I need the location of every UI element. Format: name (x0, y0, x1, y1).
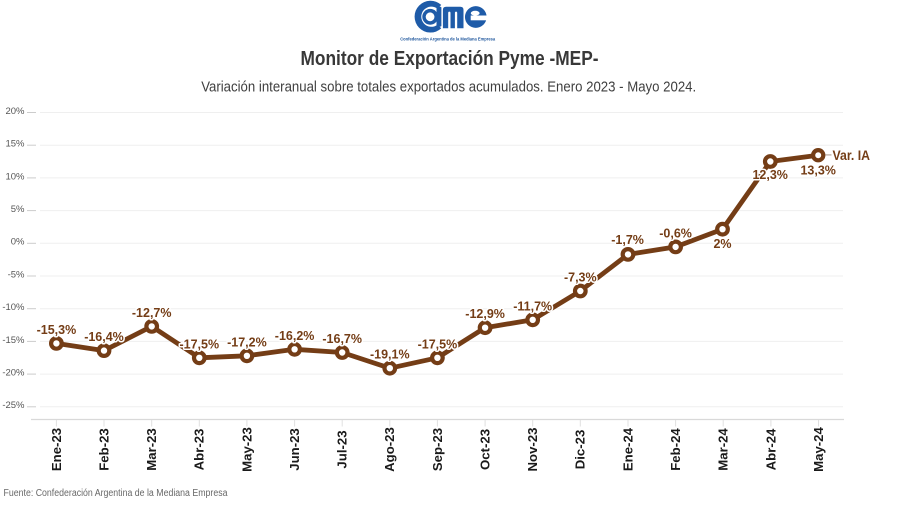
svg-text:-10%: -10% (2, 302, 25, 313)
svg-text:-17,5%: -17,5% (418, 337, 458, 351)
svg-text:Confederación Argentina de la: Confederación Argentina de la Mediana Em… (400, 36, 495, 41)
svg-text:-1,7%: -1,7% (611, 233, 644, 247)
svg-text:-12,7%: -12,7% (132, 306, 172, 320)
svg-text:5%: 5% (11, 204, 25, 215)
svg-text:20%: 20% (5, 106, 25, 117)
svg-text:Mar-24: Mar-24 (716, 428, 731, 471)
svg-text:Variación interanual sobre tot: Variación interanual sobre totales expor… (201, 78, 696, 95)
svg-text:-5%: -5% (8, 269, 25, 280)
svg-text:-15%: -15% (2, 335, 25, 346)
svg-text:Jun-23: Jun-23 (287, 428, 302, 471)
svg-text:Ago-23: Ago-23 (382, 427, 397, 472)
svg-text:Abr-23: Abr-23 (192, 429, 207, 471)
svg-text:-19,1%: -19,1% (370, 348, 410, 362)
svg-text:-17,2%: -17,2% (227, 335, 267, 349)
svg-text:Mar-23: Mar-23 (144, 428, 159, 471)
svg-text:Fuente: Confederación Argentin: Fuente: Confederación Argentina de la Me… (4, 488, 228, 499)
svg-text:Abr-24: Abr-24 (763, 428, 778, 470)
svg-text:13,3%: 13,3% (800, 163, 835, 177)
svg-text:10%: 10% (5, 171, 25, 182)
svg-text:Nov-23: Nov-23 (525, 428, 540, 472)
svg-text:Oct-23: Oct-23 (478, 429, 493, 470)
svg-text:0%: 0% (11, 237, 25, 248)
svg-text:May-24: May-24 (811, 426, 826, 471)
svg-text:Feb-23: Feb-23 (96, 428, 111, 471)
svg-text:Feb-24: Feb-24 (668, 428, 683, 471)
svg-text:Dic-23: Dic-23 (573, 430, 588, 470)
svg-text:15%: 15% (5, 139, 25, 150)
svg-text:Ene-24: Ene-24 (620, 427, 635, 471)
svg-text:-11,7%: -11,7% (513, 299, 552, 313)
svg-text:-25%: -25% (2, 400, 25, 411)
svg-text:-7,3%: -7,3% (564, 271, 597, 285)
svg-text:Sep-23: Sep-23 (430, 428, 445, 471)
svg-text:-15,3%: -15,3% (37, 323, 77, 337)
svg-text:-20%: -20% (2, 368, 25, 379)
svg-text:-16,4%: -16,4% (84, 330, 124, 344)
svg-text:12,3%: 12,3% (752, 168, 787, 182)
svg-text:-16,7%: -16,7% (322, 332, 362, 346)
svg-text:-12,9%: -12,9% (465, 307, 505, 321)
svg-text:-0,6%: -0,6% (659, 227, 692, 241)
svg-text:-16,2%: -16,2% (275, 329, 315, 343)
svg-text:Jul-23: Jul-23 (335, 430, 350, 468)
svg-text:-17,5%: -17,5% (179, 337, 219, 351)
svg-text:Monitor de Exportación Pyme -M: Monitor de Exportación Pyme -MEP- (301, 48, 599, 70)
svg-text:Var. IA: Var. IA (833, 148, 871, 163)
svg-text:2%: 2% (713, 237, 731, 251)
svg-text:Ene-23: Ene-23 (49, 428, 64, 471)
svg-text:May-23: May-23 (239, 427, 254, 472)
